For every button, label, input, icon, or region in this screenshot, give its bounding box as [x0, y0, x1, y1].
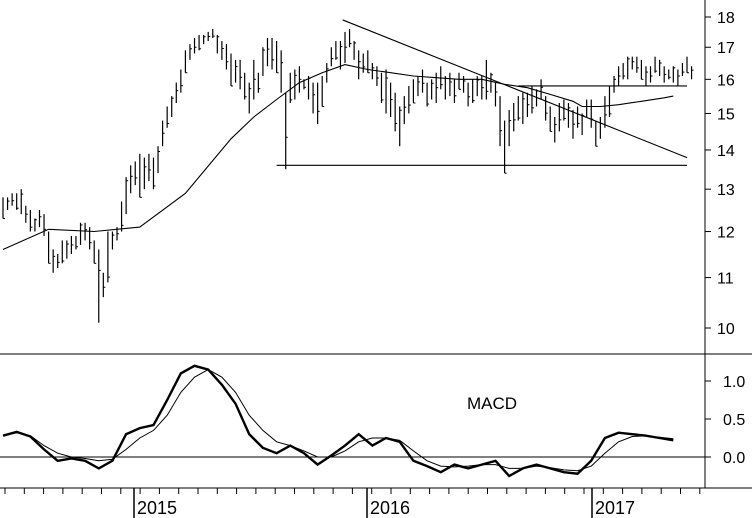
price-tick-label: 11 [717, 271, 734, 288]
price-overlay-lines [2, 19, 688, 251]
price-bars [2, 28, 694, 323]
price-tick-label: 18 [717, 10, 735, 27]
year-label: 2017 [595, 498, 635, 518]
macd-label: MACD [467, 394, 517, 413]
price-tick-label: 13 [717, 182, 735, 199]
price-tick-label: 15 [717, 106, 735, 123]
signal-line [2, 369, 674, 472]
moving-average-line [2, 64, 674, 251]
macd-line [2, 364, 674, 478]
price-panel [0, 0, 752, 489]
price-tick-label: 17 [717, 40, 735, 57]
macd-tick-label: 1.0 [723, 374, 745, 391]
time-x-axis: 2015 2016 2017 [4, 488, 701, 518]
price-tick-label: 16 [717, 72, 735, 89]
trendline [342, 19, 688, 159]
price-tick-label: 10 [717, 321, 735, 338]
macd-y-axis: 1.0 0.5 0.0 [705, 374, 745, 467]
price-tick-label: 12 [717, 225, 735, 242]
macd-lines [2, 364, 674, 478]
price-y-axis: 10 11 12 13 14 15 16 17 18 [705, 10, 735, 338]
macd-tick-label: 0.0 [723, 450, 745, 467]
year-label: 2015 [137, 498, 177, 518]
year-label: 2016 [370, 498, 410, 518]
macd-tick-label: 0.5 [723, 412, 745, 429]
price-tick-label: 14 [717, 143, 735, 160]
